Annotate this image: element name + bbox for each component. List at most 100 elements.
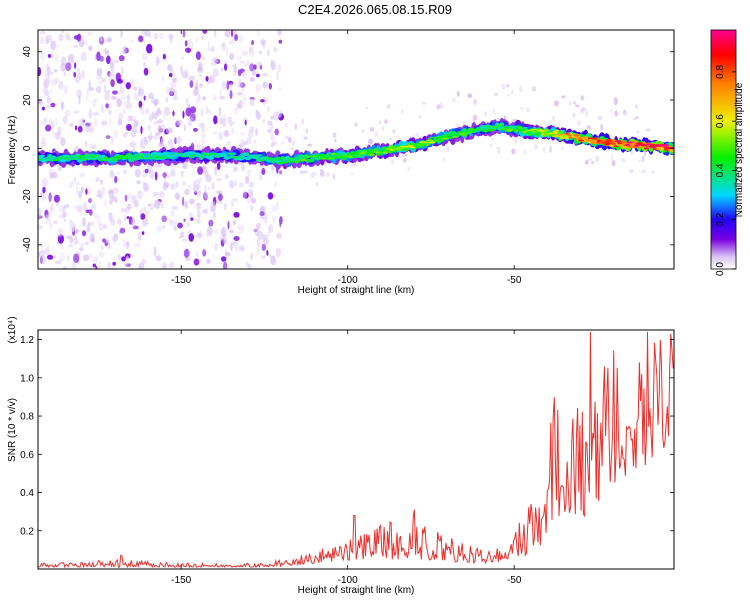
ridge-blob [293, 160, 300, 163]
noise-speck [93, 98, 98, 103]
colorbar: 0.0 0.2 0.4 0.6 0.8 Normalized spectral ampl… [710, 29, 745, 276]
noise-speck [519, 85, 523, 93]
noise-speck [610, 108, 613, 114]
noise-speck [108, 243, 111, 250]
noise-speck [156, 225, 163, 233]
noise-speck [168, 87, 175, 96]
ridge-blob [556, 130, 564, 135]
noise-speck [63, 218, 66, 222]
noise-speck [271, 204, 278, 213]
noise-speck [155, 162, 158, 169]
ridge-blob [631, 146, 638, 149]
noise-speck [205, 105, 209, 116]
noise-speck [214, 242, 218, 251]
noise-speck [62, 115, 68, 125]
ridge-blob [428, 141, 436, 144]
noise-speck [241, 163, 245, 173]
noise-speck [462, 120, 467, 126]
colorbar-tick-label: 0.0 [715, 262, 726, 276]
noise-speck [138, 262, 145, 269]
noise-speck [203, 134, 206, 139]
noise-speck [273, 46, 276, 52]
noise-speck [154, 171, 158, 181]
ridge-blob [425, 139, 434, 142]
noise-speck [611, 153, 614, 161]
noise-speck [506, 93, 510, 97]
noise-speck [73, 205, 78, 209]
noise-speck [211, 182, 215, 190]
noise-speck [207, 186, 211, 191]
ridge-blob [92, 155, 100, 157]
noise-speck [227, 220, 230, 230]
noise-speck [79, 172, 86, 177]
noise-speck [495, 146, 501, 149]
noise-speck [76, 89, 82, 98]
noise-speck [99, 37, 103, 42]
snr-x-tick-label: -50 [507, 575, 522, 586]
ridge-blob [367, 153, 375, 156]
noise-speck [46, 245, 50, 249]
noise-speck [401, 108, 404, 115]
ridge-blob [584, 139, 592, 142]
noise-speck [131, 39, 134, 43]
ridge-blob [424, 143, 430, 146]
noise-speck [381, 125, 385, 131]
noise-speck [222, 261, 228, 269]
noise-speck [138, 209, 142, 219]
noise-speck [96, 193, 103, 198]
noise-speck [249, 76, 255, 82]
noise-speck [157, 119, 164, 124]
noise-speck [301, 118, 305, 124]
noise-speck [76, 181, 80, 186]
noise-speck [223, 63, 228, 71]
noise-speck [225, 227, 228, 237]
noise-speck [233, 166, 239, 171]
noise-speck [77, 125, 83, 133]
noise-speck [436, 104, 440, 110]
noise-speck [175, 181, 179, 188]
noise-speck [332, 173, 335, 180]
noise-speck [82, 254, 90, 262]
ridge-blob [283, 159, 292, 161]
ridge-blob [567, 134, 572, 137]
noise-speck [46, 254, 54, 260]
noise-speck [73, 110, 80, 114]
ridge-blob [333, 153, 339, 156]
noise-speck [585, 110, 589, 117]
noise-speck [98, 223, 104, 231]
ridge-blob [590, 141, 596, 144]
noise-speck [122, 169, 127, 175]
noise-speck [269, 123, 274, 131]
noise-speck [230, 200, 234, 207]
noise-speck [195, 51, 201, 61]
noise-speck [234, 106, 238, 114]
ridge-blob [98, 159, 104, 162]
noise-speck [174, 219, 178, 225]
noise-speck [209, 74, 216, 84]
spectrogram-y-tick-label: -20 [22, 189, 33, 204]
noise-speck [212, 67, 219, 78]
noise-speck [141, 107, 145, 116]
noise-speck [137, 190, 143, 200]
noise-speck [484, 111, 487, 116]
noise-speck [239, 60, 246, 65]
noise-speck [307, 143, 312, 147]
noise-speck [82, 202, 88, 211]
noise-speck [104, 39, 107, 44]
spectrogram-x-ticks: -150 -100 -50 [171, 30, 522, 286]
ridge-blob [111, 159, 119, 162]
noise-speck [80, 243, 85, 247]
noise-speck [142, 145, 146, 150]
noise-speck [218, 193, 223, 202]
noise-speck [101, 120, 108, 126]
noise-speck [92, 263, 97, 268]
noise-speck [101, 78, 106, 83]
noise-speck [299, 169, 303, 175]
noise-speck [645, 128, 651, 132]
colorbar-tick-label: 0.4 [715, 163, 726, 177]
ridge-blob [128, 154, 135, 157]
noise-speck [68, 182, 74, 189]
noise-speck [49, 172, 53, 180]
noise-speck [95, 85, 102, 94]
